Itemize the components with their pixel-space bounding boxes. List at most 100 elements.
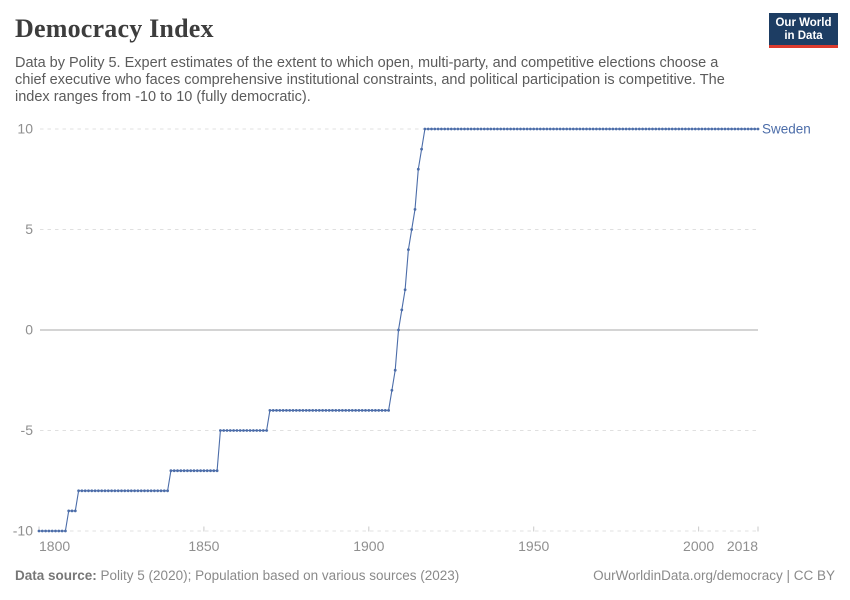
data-point	[97, 489, 100, 493]
chart-subtitle: Data by Polity 5. Expert estimates of th…	[15, 55, 725, 106]
data-point	[77, 489, 80, 493]
data-point	[374, 409, 377, 412]
data-point	[726, 127, 730, 131]
data-point	[519, 127, 522, 131]
data-point	[67, 509, 71, 513]
data-point	[311, 409, 315, 412]
data-point	[565, 127, 569, 131]
data-point	[54, 529, 57, 533]
data-point	[129, 489, 133, 493]
data-point	[753, 127, 757, 131]
data-point	[496, 127, 499, 131]
data-point	[347, 409, 351, 412]
footer-credit-link[interactable]: OurWorldinData.org/democracy | CC BY	[593, 568, 835, 583]
data-point	[562, 127, 565, 131]
data-point	[690, 127, 694, 131]
data-point	[486, 127, 489, 131]
data-point	[674, 127, 677, 131]
data-point	[60, 529, 64, 533]
data-point	[235, 429, 239, 432]
data-point	[169, 469, 173, 473]
data-point	[664, 127, 668, 131]
data-point	[331, 409, 334, 412]
data-point	[400, 308, 404, 312]
data-point	[317, 409, 321, 412]
data-point	[106, 489, 110, 493]
data-point	[103, 489, 107, 493]
data-point	[123, 489, 127, 493]
data-point	[321, 409, 324, 412]
data-point	[205, 469, 209, 473]
data-point	[225, 429, 229, 432]
series-label-sweden[interactable]: Sweden	[762, 122, 811, 137]
data-point	[416, 167, 420, 171]
data-point	[423, 127, 427, 131]
data-point	[341, 409, 344, 412]
data-point	[433, 127, 437, 131]
data-point	[182, 469, 186, 473]
data-point	[258, 429, 262, 432]
data-point	[558, 127, 562, 131]
data-point	[733, 127, 737, 131]
data-point	[449, 127, 453, 131]
data-point	[278, 409, 282, 412]
data-point	[710, 127, 714, 131]
data-point	[275, 409, 278, 412]
owid-logo[interactable]: Our World in Data	[769, 13, 838, 48]
data-point	[288, 409, 292, 412]
data-point	[410, 228, 414, 231]
data-point	[443, 127, 447, 131]
data-point	[50, 529, 54, 533]
x-axis-tick-label: 1900	[353, 538, 384, 554]
data-source-label: Data source:	[15, 568, 97, 583]
data-point	[723, 127, 727, 131]
data-point	[70, 509, 74, 513]
data-point	[390, 388, 394, 392]
data-point	[637, 127, 641, 131]
data-point	[499, 127, 503, 131]
data-point	[143, 489, 146, 493]
data-point	[186, 469, 189, 473]
data-point	[93, 489, 97, 493]
data-point	[634, 127, 638, 131]
data-point	[110, 489, 113, 493]
data-point	[202, 469, 206, 473]
data-point	[377, 409, 381, 412]
data-point	[73, 509, 77, 513]
data-point	[453, 127, 456, 131]
data-point	[595, 127, 598, 131]
data-point	[601, 127, 605, 131]
data-point	[324, 409, 328, 412]
data-point	[581, 127, 585, 131]
data-point	[298, 409, 301, 412]
data-point	[535, 127, 539, 131]
data-point	[242, 429, 245, 432]
data-point	[393, 368, 397, 372]
data-point	[515, 127, 519, 131]
data-point	[631, 127, 635, 131]
data-point	[166, 489, 170, 493]
data-point	[397, 328, 400, 332]
data-point	[301, 409, 305, 412]
data-point	[505, 127, 509, 131]
data-point	[614, 127, 618, 131]
data-point	[162, 489, 166, 493]
data-point	[482, 127, 486, 131]
data-point	[403, 288, 407, 292]
data-point	[304, 409, 308, 412]
data-point	[232, 429, 236, 432]
data-point	[153, 489, 156, 493]
owid-logo-line1: Our World	[775, 17, 832, 29]
data-point	[238, 429, 242, 432]
data-point	[308, 409, 311, 412]
data-point	[189, 469, 193, 473]
data-point	[687, 127, 691, 131]
data-point	[215, 469, 219, 473]
data-point	[492, 127, 496, 131]
data-point	[387, 409, 390, 412]
data-point	[149, 489, 153, 493]
data-point	[628, 127, 631, 131]
data-point	[407, 248, 410, 252]
data-point	[575, 127, 578, 131]
